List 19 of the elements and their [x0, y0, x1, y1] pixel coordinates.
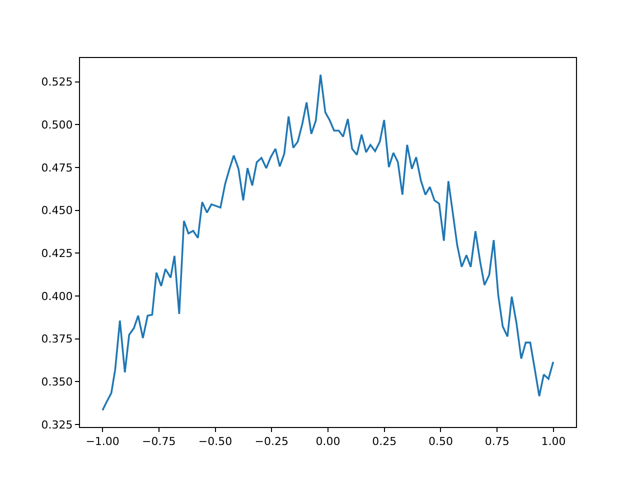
x-tick-label: 0.25: [372, 435, 397, 448]
y-tick-label: 0.475: [41, 161, 73, 174]
y-tick-label: 0.350: [41, 375, 73, 388]
y-tick-label: 0.400: [41, 290, 73, 303]
line-series: [102, 74, 554, 412]
x-tick-label: 1.00: [541, 435, 566, 448]
x-tick-label: −1.00: [86, 435, 120, 448]
y-tick-label: 0.525: [41, 76, 73, 89]
y-tick-label: 0.375: [41, 332, 73, 346]
x-tick-label: −0.25: [254, 435, 288, 448]
y-tick-label: 0.450: [41, 204, 73, 218]
x-tick-label: −0.75: [142, 435, 176, 448]
y-tick-label: 0.325: [41, 418, 73, 432]
x-tick-label: 0.50: [428, 435, 453, 448]
y-tick-label: 0.500: [41, 118, 73, 132]
y-tick-label: 0.425: [41, 246, 73, 260]
x-tick-label: −0.50: [198, 435, 232, 448]
x-tick-label: 0.00: [316, 435, 340, 448]
x-tick-label: 0.75: [484, 435, 510, 448]
